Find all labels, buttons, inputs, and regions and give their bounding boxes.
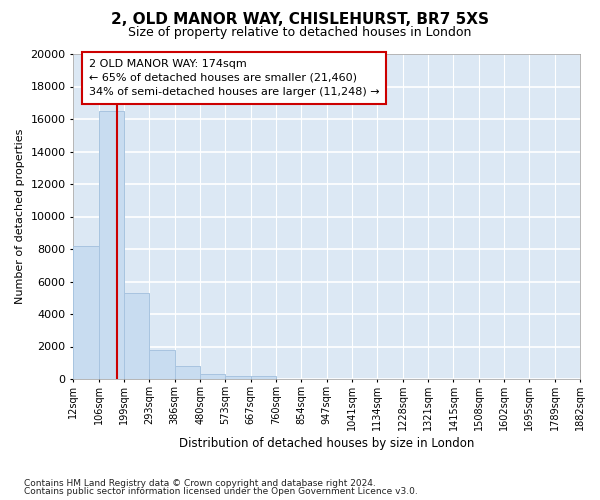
- Bar: [226, 376, 251, 379]
- Bar: [200, 374, 226, 379]
- X-axis label: Distribution of detached houses by size in London: Distribution of detached houses by size …: [179, 437, 475, 450]
- Text: Contains HM Land Registry data © Crown copyright and database right 2024.: Contains HM Land Registry data © Crown c…: [24, 478, 376, 488]
- Bar: [175, 366, 200, 379]
- Text: 2 OLD MANOR WAY: 174sqm
← 65% of detached houses are smaller (21,460)
34% of sem: 2 OLD MANOR WAY: 174sqm ← 65% of detache…: [89, 59, 379, 97]
- Bar: [149, 350, 175, 379]
- Bar: [124, 293, 149, 379]
- Bar: [251, 376, 276, 379]
- Y-axis label: Number of detached properties: Number of detached properties: [15, 129, 25, 304]
- Text: Size of property relative to detached houses in London: Size of property relative to detached ho…: [128, 26, 472, 39]
- Bar: [73, 246, 99, 379]
- Text: Contains public sector information licensed under the Open Government Licence v3: Contains public sector information licen…: [24, 487, 418, 496]
- Text: 2, OLD MANOR WAY, CHISLEHURST, BR7 5XS: 2, OLD MANOR WAY, CHISLEHURST, BR7 5XS: [111, 12, 489, 28]
- Bar: [99, 111, 124, 379]
